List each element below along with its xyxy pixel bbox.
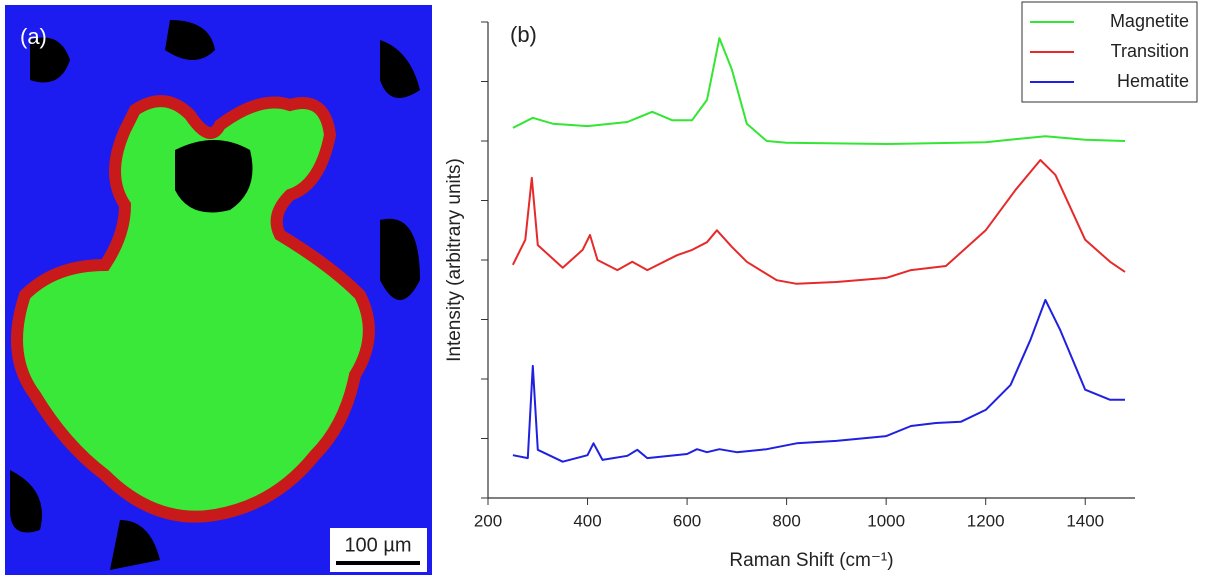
x-tick-label: 600 xyxy=(673,511,701,530)
scale-bar-label: 100 µm xyxy=(344,534,411,556)
series-line xyxy=(512,298,1125,463)
x-tick-label: 1000 xyxy=(867,511,905,530)
legend-label: Hematite xyxy=(1117,71,1189,91)
x-tick-label: 800 xyxy=(772,511,800,530)
series-line xyxy=(512,159,1126,285)
raman-map: (a) 100 µm xyxy=(5,5,432,575)
legend-label: Magnetite xyxy=(1110,11,1189,31)
y-axis-title: Intensity (arbitrary units) xyxy=(444,158,465,362)
x-tick-label: 1400 xyxy=(1066,511,1104,530)
series-line xyxy=(512,37,1126,145)
panel-label: (a) xyxy=(20,24,47,49)
x-tick-label: 400 xyxy=(573,511,601,530)
x-tick-label: 1200 xyxy=(967,511,1005,530)
x-tick-label: 200 xyxy=(474,511,502,530)
legend-label: Transition xyxy=(1111,41,1189,61)
panel-label: (b) xyxy=(510,22,537,47)
x-axis-title: Raman Shift (cm⁻¹) xyxy=(729,550,893,571)
